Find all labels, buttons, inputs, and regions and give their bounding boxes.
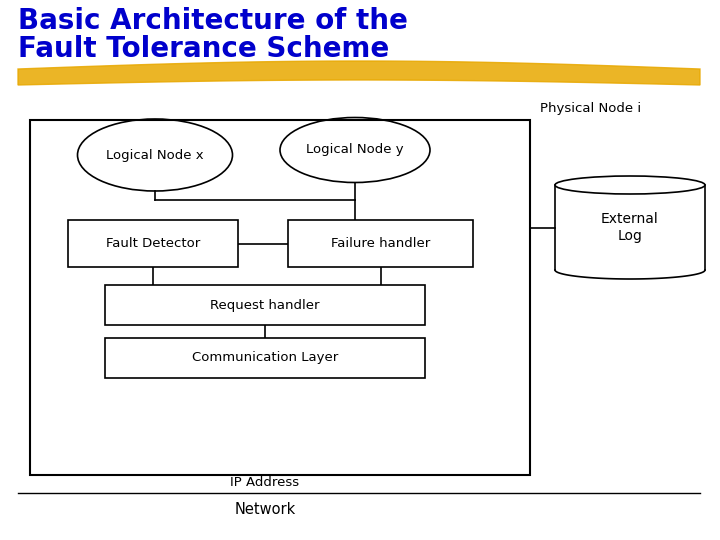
Text: External
Log: External Log bbox=[601, 212, 659, 242]
Text: Failure handler: Failure handler bbox=[331, 237, 430, 250]
Text: Request handler: Request handler bbox=[210, 299, 320, 312]
Text: Basic Architecture of the: Basic Architecture of the bbox=[18, 7, 408, 35]
Polygon shape bbox=[18, 61, 700, 85]
Bar bbox=[30, 120, 530, 475]
Bar bbox=[68, 220, 238, 267]
Text: IP Address: IP Address bbox=[230, 476, 300, 489]
Bar bbox=[288, 220, 473, 267]
Text: Logical Node x: Logical Node x bbox=[106, 148, 204, 161]
Text: Fault Detector: Fault Detector bbox=[106, 237, 200, 250]
Text: Logical Node y: Logical Node y bbox=[306, 144, 404, 157]
Text: Fault Tolerance Scheme: Fault Tolerance Scheme bbox=[18, 35, 390, 63]
Text: Physical Node i: Physical Node i bbox=[540, 102, 641, 115]
Text: Network: Network bbox=[235, 503, 296, 517]
Bar bbox=[555, 185, 705, 270]
Bar bbox=[105, 338, 425, 378]
Text: Communication Layer: Communication Layer bbox=[192, 352, 338, 365]
Bar bbox=[105, 285, 425, 325]
Ellipse shape bbox=[555, 176, 705, 194]
